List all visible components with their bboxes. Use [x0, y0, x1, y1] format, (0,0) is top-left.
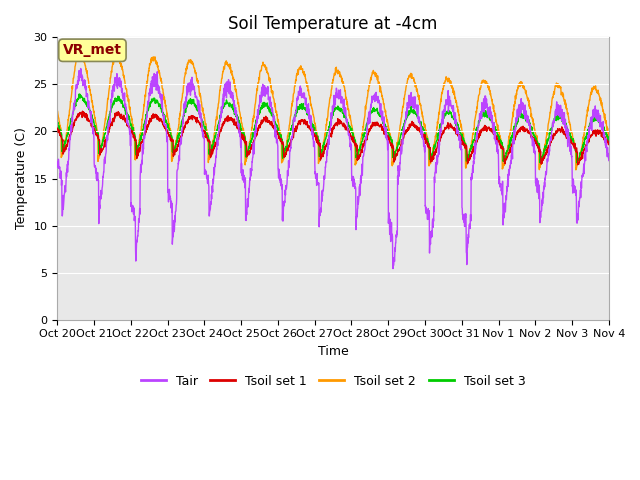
- Tsoil set 1: [556, 127, 564, 132]
- Text: VR_met: VR_met: [63, 43, 122, 57]
- Tair: [54, 160, 61, 166]
- Tsoil set 2: [362, 108, 369, 114]
- Tsoil set 1: [207, 153, 215, 158]
- Tsoil set 3: [573, 160, 580, 166]
- Line: Tsoil set 1: Tsoil set 1: [58, 111, 609, 165]
- Tsoil set 2: [572, 167, 580, 173]
- Tsoil set 1: [574, 162, 582, 168]
- Tair: [389, 266, 397, 272]
- Tair: [494, 147, 502, 153]
- X-axis label: Time: Time: [317, 345, 349, 358]
- Tsoil set 3: [605, 134, 612, 140]
- Legend: Tair, Tsoil set 1, Tsoil set 2, Tsoil set 3: Tair, Tsoil set 1, Tsoil set 2, Tsoil se…: [136, 370, 531, 393]
- Tsoil set 3: [349, 136, 357, 142]
- Tsoil set 3: [362, 127, 369, 132]
- Tsoil set 3: [207, 146, 215, 152]
- Tsoil set 1: [605, 139, 612, 144]
- Tsoil set 3: [493, 132, 501, 138]
- Tsoil set 1: [572, 146, 579, 152]
- Y-axis label: Temperature (C): Temperature (C): [15, 128, 28, 229]
- Tair: [362, 142, 369, 147]
- Tsoil set 2: [605, 133, 612, 139]
- Line: Tsoil set 2: Tsoil set 2: [58, 52, 609, 170]
- Tair: [207, 192, 215, 197]
- Tsoil set 2: [76, 49, 83, 55]
- Tair: [349, 184, 357, 190]
- Tsoil set 1: [493, 139, 501, 144]
- Tair: [572, 192, 580, 198]
- Title: Soil Temperature at -4cm: Soil Temperature at -4cm: [228, 15, 438, 33]
- Tsoil set 2: [556, 85, 564, 91]
- Tsoil set 2: [54, 108, 61, 114]
- Tsoil set 1: [349, 137, 357, 143]
- Tair: [77, 66, 84, 72]
- Tsoil set 3: [572, 145, 579, 151]
- Tair: [605, 157, 612, 163]
- Tsoil set 1: [362, 138, 369, 144]
- Tsoil set 3: [76, 91, 83, 97]
- Tsoil set 1: [54, 125, 61, 131]
- Tsoil set 2: [349, 131, 357, 136]
- Tsoil set 2: [572, 147, 579, 153]
- Tair: [557, 102, 564, 108]
- Line: Tsoil set 3: Tsoil set 3: [58, 94, 609, 163]
- Tsoil set 2: [493, 125, 501, 131]
- Tsoil set 3: [54, 121, 61, 127]
- Tsoil set 1: [79, 108, 86, 114]
- Tsoil set 3: [556, 113, 564, 119]
- Line: Tair: Tair: [58, 69, 609, 269]
- Tsoil set 2: [207, 147, 215, 153]
